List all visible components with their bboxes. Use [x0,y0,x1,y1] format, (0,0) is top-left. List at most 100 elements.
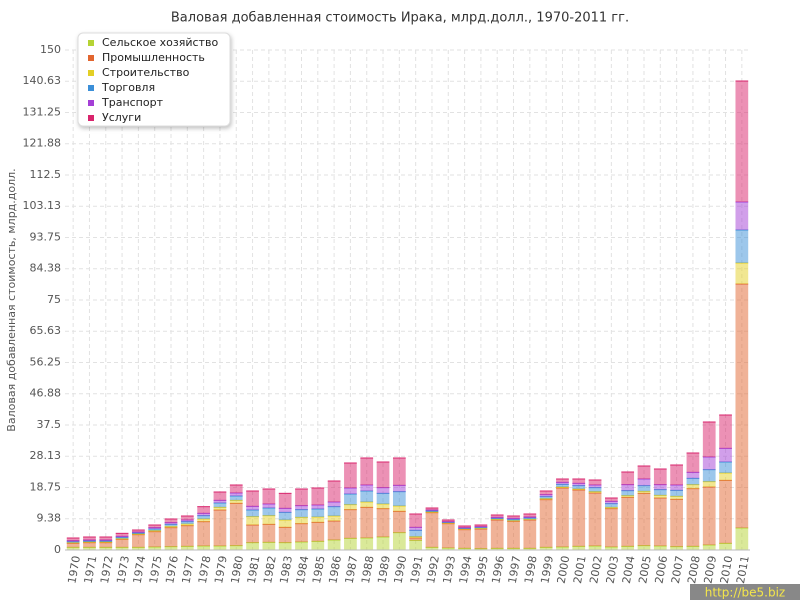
x-tick-label: 2005 [636,555,654,585]
bar-segment [670,490,683,497]
legend-marker [88,70,94,76]
bar-segment [686,472,700,479]
legend-box [77,32,231,127]
bar-segment [148,547,162,550]
bar-segment [376,487,390,494]
x-tick-label: 2011 [734,555,752,585]
bar-segment [213,492,227,501]
x-tick-label: 1977 [180,555,198,585]
bar-segment [637,466,651,479]
bar-segment [164,546,178,550]
bar-segment [180,520,194,522]
bar-segment [702,545,716,550]
bar-segment [213,503,227,508]
bar-segment [605,498,618,502]
bar-segment [164,522,178,525]
bar-segment [523,514,537,517]
bar-segment [229,545,243,550]
bar-segment [148,525,162,528]
bar-segment [99,537,113,540]
bar-segment [311,488,325,505]
bar-segment [360,507,374,538]
x-tick-label: 1987 [343,555,361,585]
x-tick-label: 2004 [620,555,638,585]
bar-segment [262,542,276,550]
x-tick-label: 2002 [587,555,605,585]
bar-segment [360,491,374,502]
bar-segment [197,506,210,514]
bar-segment [653,469,667,485]
bar-segment [409,538,423,541]
bar-segment [115,539,129,548]
bar-segment [556,547,569,550]
bar-segment [425,512,439,548]
bar-segment [507,548,520,550]
bar-segment [180,521,194,524]
bar-segment [686,484,700,489]
x-tick-label: 1974 [131,555,149,585]
bar-segment [311,517,325,523]
bar-segment [262,508,276,516]
x-tick-label: 1976 [163,555,181,585]
bar-segment [278,493,292,509]
bar-segment [490,548,504,550]
bar-segment [653,489,667,496]
bars [66,80,749,550]
y-tick-label: 37.5 [37,418,62,431]
bar-segment [83,542,96,548]
bar-segment [392,506,406,512]
bar-segment [278,508,292,513]
bar-segment [409,536,423,538]
bar-segment [702,422,716,457]
bar-segment [164,524,178,527]
x-tick-label: 1971 [82,555,100,585]
y-tick-label: 112.5 [30,168,62,181]
bar-segment [83,547,96,550]
bar-segment [311,505,325,509]
bar-segment [66,538,80,541]
bar-segment [344,494,357,505]
bar-segment [213,507,227,510]
bar-segment [539,491,553,495]
legend-label: Торговля [101,81,155,94]
bar-segment [278,542,292,550]
bar-segment [311,541,325,550]
bar-segment [670,499,683,547]
bar-segment [441,548,455,550]
bar-segment [246,525,259,543]
bar-segment [523,518,537,520]
bar-segment [507,516,520,519]
bar-segment [621,497,635,547]
bar-segment [262,524,276,543]
y-tick-label: 93.75 [30,231,62,244]
bar-segment [523,520,537,549]
bar-segment [148,527,162,529]
y-tick-label: 28.13 [30,449,62,462]
x-tick-label: 1984 [294,555,312,585]
bar-segment [490,515,504,518]
x-tick-label: 2000 [555,555,573,585]
x-tick-label: 1975 [147,555,165,585]
x-tick-label: 1972 [98,555,116,585]
x-tick-label: 2008 [685,555,703,585]
legend-marker [88,100,94,106]
bar-segment [295,509,308,518]
legend: Сельское хозяйство Промышленность Строител… [77,32,231,127]
bar-segment [164,519,178,523]
x-tick-label: 1973 [114,555,132,585]
y-tick-label: 131.25 [23,106,62,119]
bar-segment [180,516,194,520]
bar-segment [441,520,455,522]
bar-segment [539,496,553,499]
bar-segment [474,525,488,527]
bar-segment [539,547,553,550]
bar-segment [556,479,569,483]
bar-segment [637,491,651,494]
bar-segment [621,490,635,496]
bar-segment [621,546,635,550]
bar-segment [148,531,162,547]
bar-segment [115,537,129,539]
bar-segment [556,488,569,547]
x-tick-label: 1996 [489,555,507,585]
bar-segment [670,465,683,485]
